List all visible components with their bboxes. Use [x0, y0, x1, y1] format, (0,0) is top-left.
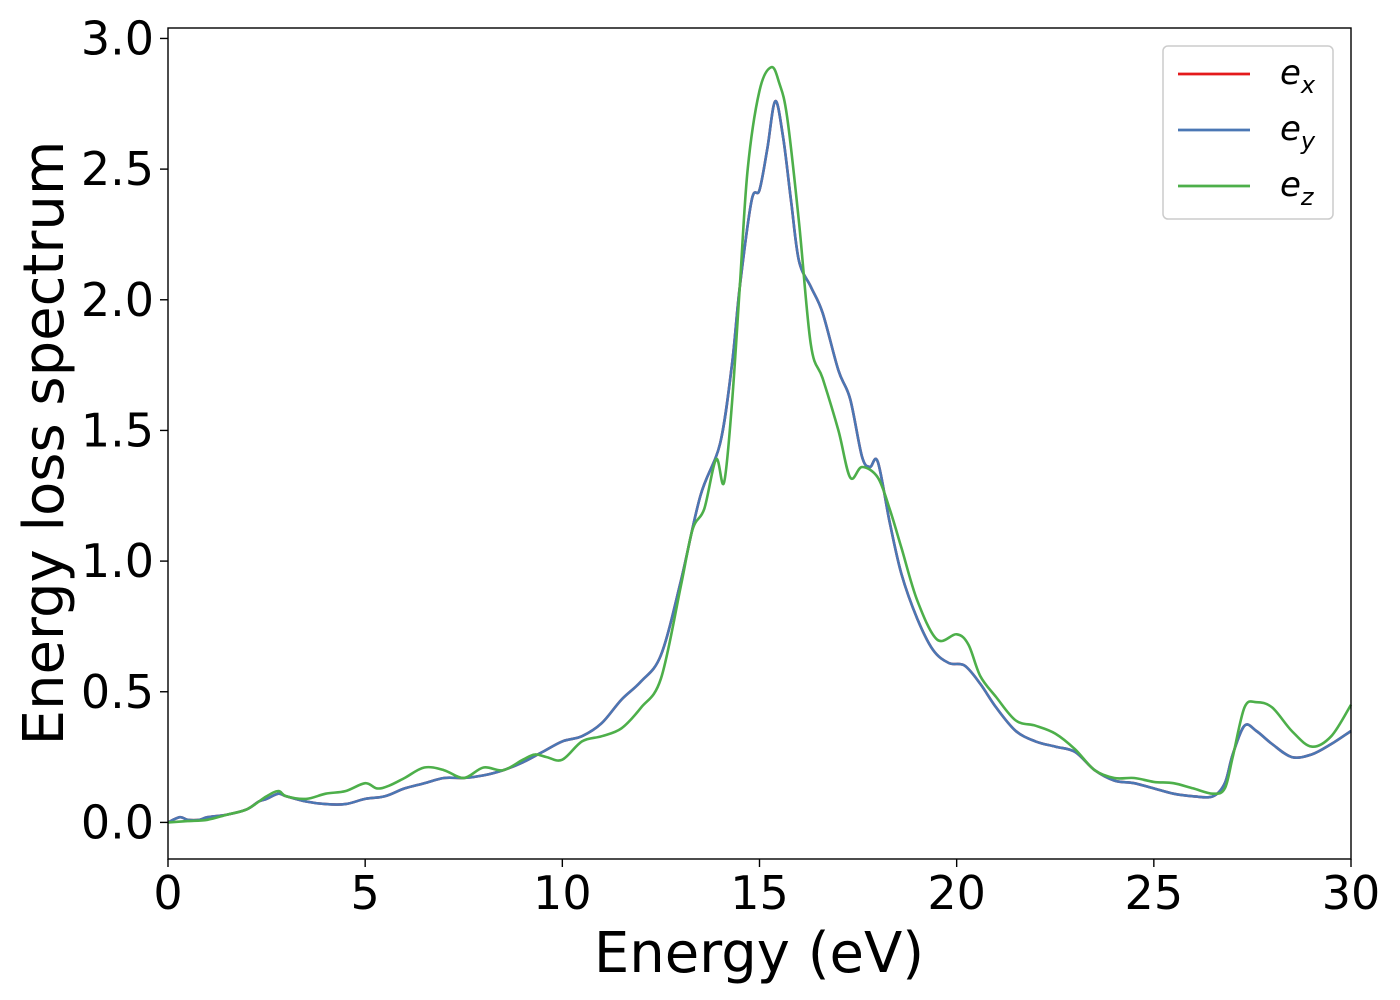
series-line-y: [167, 99, 1352, 824]
legend-label-z: ez: [1280, 165, 1315, 211]
x-axis: 0 5 10 15 20 25 30: [153, 859, 1380, 920]
y-tick-label: 2.0: [81, 273, 154, 327]
x-axis-label: Energy (eV): [594, 921, 924, 986]
y-tick-label: 1.5: [81, 403, 154, 457]
legend: ex ey ez: [1162, 45, 1334, 220]
y-tick-label: 2.5: [81, 142, 154, 196]
y-tick-label: 3.0: [81, 11, 154, 65]
x-tick-label: 0: [153, 866, 182, 920]
y-tick-label: 0.5: [81, 665, 154, 719]
x-tick-label: 20: [927, 866, 986, 920]
legend-box: [1162, 45, 1334, 220]
plot-background: [168, 28, 1351, 859]
y-axis: 0.0 0.5 1.0 1.5 2.0 2.5 3.0: [81, 11, 168, 849]
x-tick-label: 10: [533, 866, 592, 920]
y-tick-label: 1.0: [81, 534, 154, 588]
legend-label-y: ey: [1280, 109, 1316, 155]
series-line-z: [167, 65, 1353, 824]
x-tick-label: 30: [1322, 866, 1381, 920]
legend-label-x: ex: [1280, 53, 1316, 99]
y-tick-label: 0.0: [81, 795, 154, 849]
y-axis-label: Energy loss spectrum: [12, 141, 77, 746]
x-tick-label: 5: [351, 866, 380, 920]
series-layer: [167, 65, 1353, 824]
x-tick-label: 15: [730, 866, 789, 920]
x-tick-label: 25: [1125, 866, 1184, 920]
